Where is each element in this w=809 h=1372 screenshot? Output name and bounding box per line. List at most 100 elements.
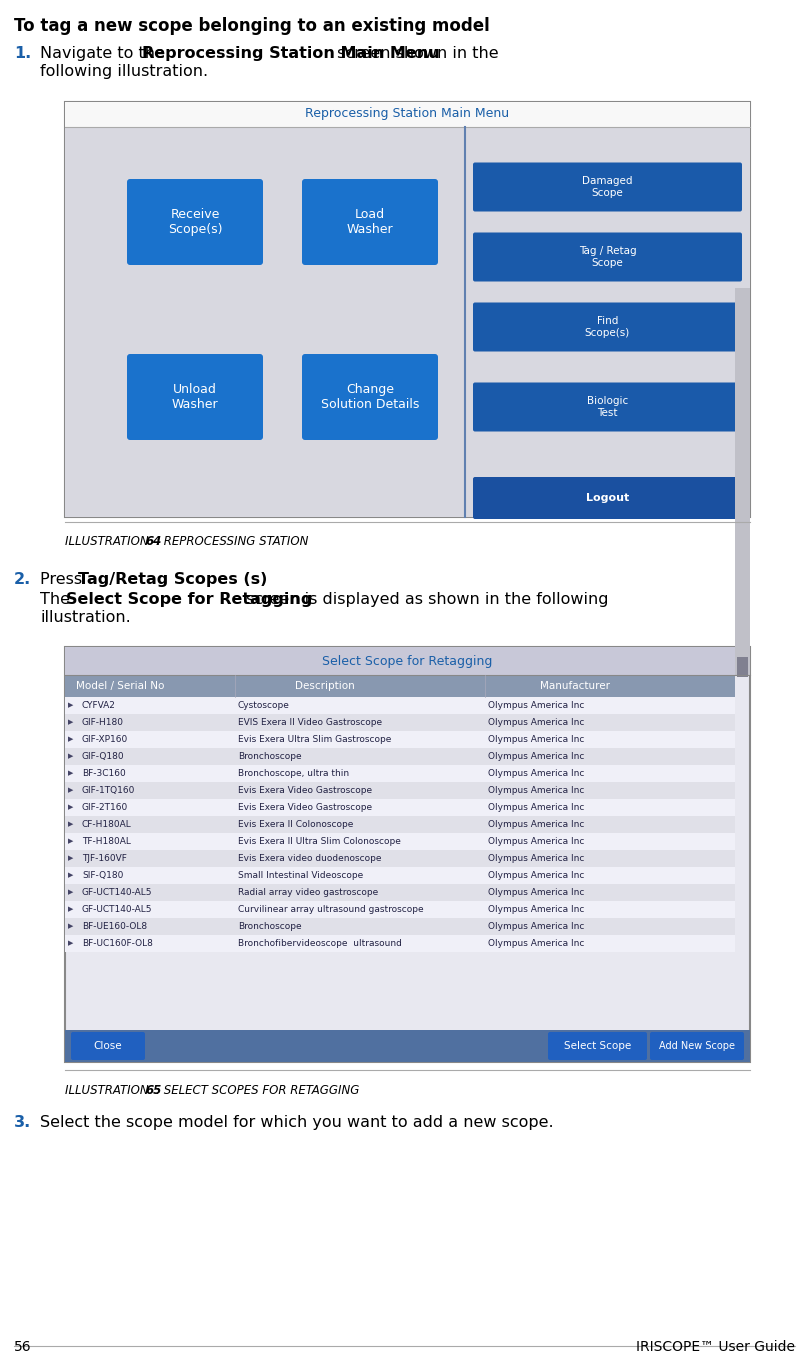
Text: ▶: ▶ xyxy=(68,804,74,811)
Text: screen is displayed as shown in the following: screen is displayed as shown in the foll… xyxy=(241,591,608,606)
Bar xyxy=(65,884,735,901)
Text: Evis Exera Video Gastroscope: Evis Exera Video Gastroscope xyxy=(238,803,372,812)
Text: EVIS Exera II Video Gastroscope: EVIS Exera II Video Gastroscope xyxy=(238,718,382,727)
Text: Reprocessing Station Main Menu: Reprocessing Station Main Menu xyxy=(142,47,439,60)
Text: BF-UC160F-OL8: BF-UC160F-OL8 xyxy=(82,938,153,948)
Text: Olympus America Inc: Olympus America Inc xyxy=(488,820,584,829)
Text: Olympus America Inc: Olympus America Inc xyxy=(488,718,584,727)
FancyBboxPatch shape xyxy=(548,1032,647,1061)
Text: TJF-160VF: TJF-160VF xyxy=(82,853,127,863)
Text: The: The xyxy=(40,591,75,606)
Text: ▶: ▶ xyxy=(68,889,74,896)
FancyBboxPatch shape xyxy=(473,477,742,519)
Text: Bronchofibervideoscope  ultrasound: Bronchofibervideoscope ultrasound xyxy=(238,938,402,948)
Text: Tag / Retag
Scope: Tag / Retag Scope xyxy=(578,246,637,268)
Text: illustration.: illustration. xyxy=(40,611,131,626)
FancyBboxPatch shape xyxy=(473,232,742,281)
FancyBboxPatch shape xyxy=(473,302,742,351)
Text: BF-3C160: BF-3C160 xyxy=(82,768,125,778)
Text: Olympus America Inc: Olympus America Inc xyxy=(488,888,584,897)
Bar xyxy=(65,901,735,918)
Text: : SELECT SCOPES FOR RETAGGING: : SELECT SCOPES FOR RETAGGING xyxy=(156,1084,359,1098)
Text: Select Scope for Retagging: Select Scope for Retagging xyxy=(66,591,312,606)
Bar xyxy=(65,102,750,128)
Text: ▶: ▶ xyxy=(68,873,74,878)
Text: GF-UCT140-AL5: GF-UCT140-AL5 xyxy=(82,906,153,914)
Bar xyxy=(65,675,735,697)
Text: ILLUSTRATION: ILLUSTRATION xyxy=(65,535,152,547)
Text: Add New Scope: Add New Scope xyxy=(659,1041,735,1051)
Text: Olympus America Inc: Olympus America Inc xyxy=(488,701,584,709)
Text: BF-UE160-OL8: BF-UE160-OL8 xyxy=(82,922,147,932)
Text: Change
Solution Details: Change Solution Details xyxy=(321,383,419,412)
Text: Load
Washer: Load Washer xyxy=(347,209,393,236)
Text: Olympus America Inc: Olympus America Inc xyxy=(488,786,584,794)
Bar xyxy=(65,766,735,782)
Text: screen shown in the: screen shown in the xyxy=(332,47,498,60)
Bar xyxy=(65,731,735,748)
Bar xyxy=(65,851,735,867)
Text: following illustration.: following illustration. xyxy=(40,64,208,80)
FancyBboxPatch shape xyxy=(473,162,742,211)
Bar xyxy=(65,833,735,851)
FancyBboxPatch shape xyxy=(302,178,438,265)
Text: Select Scope: Select Scope xyxy=(565,1041,632,1051)
Text: Select the scope model for which you want to add a new scope.: Select the scope model for which you wan… xyxy=(40,1115,553,1131)
Text: ▶: ▶ xyxy=(68,856,74,862)
Bar xyxy=(65,713,735,731)
FancyBboxPatch shape xyxy=(65,648,750,1062)
FancyBboxPatch shape xyxy=(71,1032,145,1061)
Text: GIF-Q180: GIF-Q180 xyxy=(82,752,125,761)
Text: GIF-2T160: GIF-2T160 xyxy=(82,803,129,812)
Text: Logout: Logout xyxy=(586,493,629,504)
Text: Evis Exera Video Gastroscope: Evis Exera Video Gastroscope xyxy=(238,786,372,794)
Text: Damaged
Scope: Damaged Scope xyxy=(582,176,633,198)
FancyBboxPatch shape xyxy=(473,383,742,432)
Text: Receive
Scope(s): Receive Scope(s) xyxy=(167,209,222,236)
FancyBboxPatch shape xyxy=(127,354,263,440)
Text: Bronchoscope: Bronchoscope xyxy=(238,922,302,932)
FancyBboxPatch shape xyxy=(650,1032,744,1061)
Text: Tag/Retag Scopes (s): Tag/Retag Scopes (s) xyxy=(78,572,268,587)
Text: Description: Description xyxy=(295,681,355,691)
Text: CYFVA2: CYFVA2 xyxy=(82,701,116,709)
Text: Evis Exera II Ultra Slim Colonoscope: Evis Exera II Ultra Slim Colonoscope xyxy=(238,837,401,847)
Text: Unload
Washer: Unload Washer xyxy=(172,383,218,412)
Text: Select Scope for Retagging: Select Scope for Retagging xyxy=(322,654,493,668)
Text: ▶: ▶ xyxy=(68,907,74,912)
Bar xyxy=(65,799,735,816)
Bar xyxy=(65,1030,750,1062)
Text: Curvilinear array ultrasound gastroscope: Curvilinear array ultrasound gastroscope xyxy=(238,906,424,914)
Text: GIF-H180: GIF-H180 xyxy=(82,718,124,727)
FancyBboxPatch shape xyxy=(65,102,750,517)
Text: Olympus America Inc: Olympus America Inc xyxy=(488,735,584,744)
Text: GF-UCT140-AL5: GF-UCT140-AL5 xyxy=(82,888,153,897)
Text: Cystoscope: Cystoscope xyxy=(238,701,290,709)
Text: ▶: ▶ xyxy=(68,753,74,760)
Text: Manufacturer: Manufacturer xyxy=(540,681,610,691)
Text: Bronchoscope: Bronchoscope xyxy=(238,752,302,761)
Bar xyxy=(65,748,735,766)
Text: Olympus America Inc: Olympus America Inc xyxy=(488,803,584,812)
Text: 56: 56 xyxy=(14,1340,32,1354)
Text: Model / Serial No: Model / Serial No xyxy=(76,681,164,691)
Text: ▶: ▶ xyxy=(68,923,74,929)
Text: Biologic
Test: Biologic Test xyxy=(587,397,628,418)
Text: ▶: ▶ xyxy=(68,838,74,845)
Text: ▶: ▶ xyxy=(68,702,74,708)
Text: Find
Scope(s): Find Scope(s) xyxy=(585,316,630,338)
FancyBboxPatch shape xyxy=(127,178,263,265)
Text: ▶: ▶ xyxy=(68,737,74,742)
Text: Press: Press xyxy=(40,572,87,587)
Text: 2.: 2. xyxy=(14,572,32,587)
Text: ▶: ▶ xyxy=(68,940,74,947)
Bar xyxy=(65,918,735,934)
Text: Olympus America Inc: Olympus America Inc xyxy=(488,837,584,847)
Text: ▶: ▶ xyxy=(68,771,74,777)
Text: CF-H180AL: CF-H180AL xyxy=(82,820,132,829)
Text: 3.: 3. xyxy=(14,1115,32,1131)
FancyBboxPatch shape xyxy=(302,354,438,440)
Text: To tag a new scope belonging to an existing model: To tag a new scope belonging to an exist… xyxy=(14,16,489,36)
Text: Small Intestinal Videoscope: Small Intestinal Videoscope xyxy=(238,871,363,879)
Text: Olympus America Inc: Olympus America Inc xyxy=(488,938,584,948)
